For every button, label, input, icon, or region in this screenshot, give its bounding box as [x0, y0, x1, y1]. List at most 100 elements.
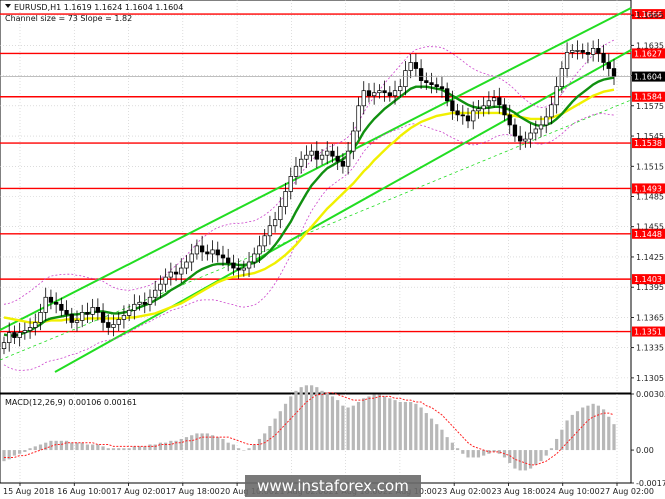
candle-body	[533, 128, 538, 134]
macd-bar	[190, 435, 194, 451]
macd-bar	[278, 411, 282, 451]
macd-bar	[528, 450, 533, 469]
candle-body	[210, 249, 215, 255]
macd-bar	[377, 394, 381, 451]
dropdown-triangle-icon[interactable]	[5, 4, 11, 8]
macd-bar	[560, 429, 564, 451]
candle-body	[126, 310, 132, 316]
candle-body	[267, 225, 273, 237]
macd-bar	[393, 400, 397, 451]
macd-bar	[575, 411, 580, 451]
macd-bar	[283, 403, 288, 451]
macd-bar	[372, 394, 376, 451]
macd-bar	[122, 448, 126, 451]
macd-bar	[18, 450, 22, 454]
y-tick-label: 1.1425	[636, 253, 664, 262]
candle-body	[361, 90, 366, 107]
candle-body	[304, 154, 309, 160]
candle-body	[465, 115, 471, 122]
level-label: 1.1448	[634, 230, 662, 239]
y-tick-label: 1.1365	[636, 313, 664, 322]
macd-bar	[91, 444, 95, 451]
macd-bar	[508, 450, 512, 464]
x-tick-label: 23 Aug 18:00	[491, 487, 545, 496]
macd-bar	[49, 440, 53, 451]
candle-body	[278, 206, 283, 221]
macd-bar	[137, 446, 142, 451]
candle-body	[53, 301, 59, 305]
macd-bar	[581, 407, 585, 451]
macd-bar	[184, 437, 189, 451]
x-tick-label: 24 Aug 10:00	[546, 487, 600, 496]
candle-body	[106, 322, 111, 328]
level-label: 1.1538	[634, 139, 662, 148]
candle-body	[236, 267, 241, 271]
macd-bar	[362, 398, 366, 451]
candle-body	[554, 86, 559, 106]
macd-bar	[12, 450, 17, 456]
candle-body	[283, 191, 288, 207]
macd-panel: 0.00303 0.00 -0.00178	[2, 385, 665, 488]
macd-bar	[455, 448, 460, 451]
macd-bar	[336, 400, 340, 451]
channel-lower-line	[54, 49, 632, 373]
candle-body	[95, 306, 100, 313]
level-label: 1.1627	[634, 49, 662, 58]
macd-bar	[38, 444, 43, 451]
candle-body	[382, 90, 387, 94]
candle-body	[481, 105, 486, 110]
candle-body	[226, 257, 231, 264]
bollinger-upper	[3, 39, 615, 305]
macd-bar	[492, 450, 496, 452]
macd-bar	[445, 437, 449, 451]
candle-body	[121, 315, 127, 320]
macd-bar	[7, 450, 11, 460]
candle-body	[205, 251, 210, 255]
candle-body	[413, 62, 419, 69]
candle-body	[356, 105, 361, 132]
candle-body	[580, 50, 585, 53]
macd-bar	[518, 450, 522, 471]
candle-body	[173, 271, 179, 275]
macd-bar	[330, 396, 335, 451]
x-tick-label: 15 Aug 2018	[3, 487, 54, 496]
macd-bar	[200, 433, 204, 451]
candle-body	[559, 68, 565, 88]
macd-bar	[586, 405, 590, 451]
y-tick-label: 1.1575	[636, 102, 664, 111]
bollinger-lower	[3, 113, 615, 372]
macd-bar	[247, 448, 251, 451]
macd-bar	[612, 424, 616, 451]
macd-y-tick-label: 0.00303	[636, 390, 665, 399]
watermark-text: www.instaforex.com	[257, 477, 409, 495]
candle-body	[319, 154, 325, 160]
candle-body	[403, 70, 408, 88]
watermark-box	[245, 475, 421, 497]
macd-bar	[148, 444, 152, 451]
last-price-label: 1.1604	[634, 73, 662, 82]
y-tick-label: 1.1515	[636, 162, 664, 171]
candle-body	[309, 150, 314, 156]
candle-body	[252, 253, 257, 263]
x-tick-label: 17 Aug 18:00	[166, 487, 220, 496]
candle-body	[335, 155, 340, 162]
candle-body	[528, 132, 533, 140]
macd-bar	[179, 438, 183, 451]
macd-bar	[158, 442, 163, 451]
candle-body	[168, 271, 173, 278]
macd-bar	[216, 437, 220, 451]
macd-bar	[341, 405, 345, 451]
level-label-box	[632, 274, 665, 285]
macd-bar	[325, 392, 329, 451]
candle-body	[392, 90, 398, 97]
candle-body	[606, 62, 611, 69]
macd-bar	[497, 450, 501, 454]
level-label-box	[632, 326, 665, 337]
macd-bar	[242, 450, 246, 451]
macd-bar	[257, 438, 262, 451]
macd-bar	[23, 450, 27, 452]
x-tick-label: 17 Aug 02:00	[112, 487, 166, 496]
candle-body	[570, 50, 575, 53]
macd-bar	[54, 440, 58, 451]
